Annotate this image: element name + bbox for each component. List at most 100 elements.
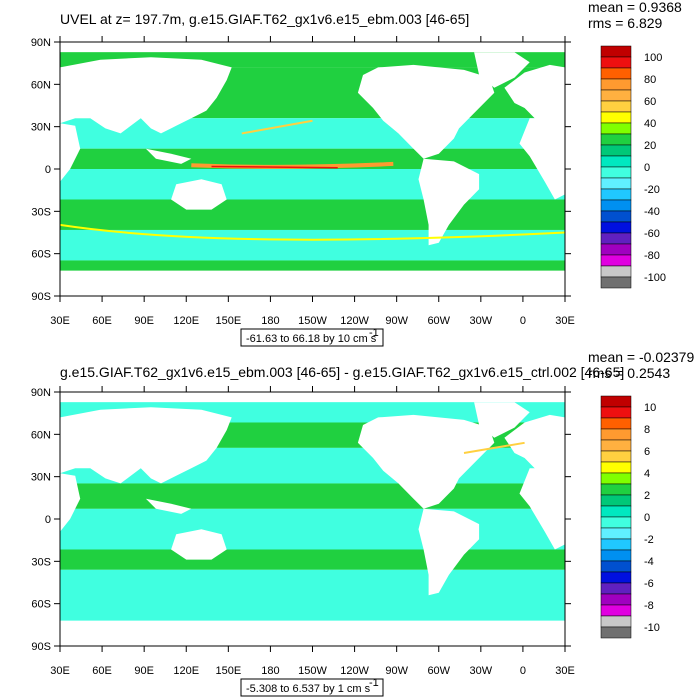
panel-1-title: UVEL at z= 197.7m, g.e15.GIAF.T62_gx1v6.… — [60, 11, 469, 27]
colorbar-swatch — [600, 483, 632, 496]
colorbar-swatch — [600, 571, 632, 584]
colorbar-label: -60 — [644, 228, 660, 240]
colorbar-swatch — [600, 406, 632, 419]
lon-label: 150W — [298, 315, 327, 327]
lon-label: 150E — [215, 315, 241, 327]
colorbar-swatch — [600, 494, 632, 507]
colorbar-label: 4 — [644, 468, 650, 480]
colorbar-label: -10 — [644, 622, 660, 634]
lon-label: 90E — [134, 315, 154, 327]
panel-2-range-sup: -1 — [369, 677, 379, 689]
lon-label: 30W — [470, 315, 493, 327]
landmass-greenland — [474, 402, 530, 438]
lat-label: 90S — [31, 641, 51, 653]
colorbar-swatch — [600, 593, 632, 606]
lon-label: 90W — [385, 665, 408, 677]
colorbar-swatch — [600, 395, 632, 408]
colorbar-swatch — [600, 428, 632, 441]
colorbar-swatch — [600, 232, 632, 245]
landmass-africaE — [519, 468, 565, 550]
colorbar-swatch — [600, 210, 632, 223]
lat-label: 0 — [45, 514, 51, 526]
colorbar-swatch — [600, 439, 632, 452]
colorbar-swatch — [600, 144, 632, 157]
gulf-stream-anomaly — [463, 441, 525, 454]
colorbar-swatch — [600, 615, 632, 628]
lon-label: 30E — [50, 315, 70, 327]
colorbar-swatch — [600, 450, 632, 463]
panel-2-map — [59, 391, 566, 647]
colorbar-swatch — [600, 254, 632, 267]
colorbar-label: 6 — [644, 446, 650, 458]
colorbar-label: -40 — [644, 206, 660, 218]
lat-label: 60N — [31, 429, 51, 441]
lat-label: 30S — [31, 556, 51, 568]
panel-2-current-features — [463, 441, 525, 454]
panel-2: g.e15.GIAF.T62_gx1v6.e15_ebm.003 [46-65]… — [31, 349, 694, 697]
colorbar-swatch — [600, 472, 632, 485]
lon-label: 0 — [520, 315, 526, 327]
colorbar-swatch — [600, 78, 632, 91]
colorbar-label: 100 — [644, 52, 662, 64]
lat-label: 30N — [31, 122, 51, 134]
landmass-southAmerica — [418, 158, 480, 246]
ocean-band — [60, 569, 565, 626]
colorbar-swatch — [600, 56, 632, 69]
ocean-band — [60, 169, 565, 200]
panel-1-current-features — [59, 119, 566, 241]
colorbar-swatch — [600, 265, 632, 278]
panel-2-colorbar: 10 8 6 4 2 0 -2 -4 -6 -8 -10 — [600, 395, 660, 639]
lon-label: 150W — [298, 665, 327, 677]
colorbar-label: 8 — [644, 424, 650, 436]
kuroshio-extension — [241, 119, 313, 135]
colorbar-swatch — [600, 67, 632, 80]
lon-label: 60W — [427, 315, 450, 327]
landmass-eurasia — [504, 64, 565, 129]
lon-label: 120E — [173, 665, 199, 677]
landmass-northAmerica — [357, 414, 495, 509]
lat-label: 30N — [31, 472, 51, 484]
colorbar-swatch — [600, 122, 632, 135]
ocean-band — [60, 483, 565, 509]
panel-2-rms: rms = 0.2543 — [588, 365, 670, 381]
panel-1-range-box: -61.63 to 66.18 by 10 cm s -1 — [240, 327, 384, 347]
colorbar-swatch — [600, 188, 632, 201]
lat-label: 90N — [31, 37, 51, 49]
landmass-indonesia — [145, 498, 192, 514]
ocean-band — [60, 118, 565, 149]
colorbar-label: -6 — [644, 578, 654, 590]
panel-2-continents — [60, 402, 565, 646]
panel-2-range-label: -5.308 to 6.537 by 1 cm s — [246, 683, 371, 695]
colorbar-swatch — [600, 243, 632, 256]
colorbar-swatch — [600, 89, 632, 102]
colorbar-label: 0 — [644, 512, 650, 524]
lat-label: 60S — [31, 249, 51, 261]
colorbar-label: 40 — [644, 118, 656, 130]
panel-1-rms: rms = 6.829 — [588, 15, 663, 31]
panel-1-continents — [60, 52, 565, 296]
colorbar-swatch — [600, 516, 632, 529]
lon-label: 60W — [427, 665, 450, 677]
panel-1-colorbar: 100 80 60 40 20 0 -20 -40 -60 -80 -100 — [600, 45, 666, 289]
colorbar-swatch — [600, 527, 632, 540]
lat-label: 90N — [31, 387, 51, 399]
colorbar-label: 60 — [644, 96, 656, 108]
panel-1-map — [59, 41, 566, 297]
lon-label: 30W — [470, 665, 493, 677]
colorbar-label: 80 — [644, 74, 656, 86]
colorbar-swatch — [600, 461, 632, 474]
lon-label: 0 — [520, 665, 526, 677]
lon-label: 120W — [340, 665, 369, 677]
lon-label: 120W — [340, 315, 369, 327]
landmass-africaE — [519, 118, 565, 200]
panel-1-range-sup: -1 — [369, 327, 379, 339]
panel-2-mean: mean = -0.02379 — [588, 349, 694, 365]
antarctic-circumpolar-current — [59, 223, 566, 241]
colorbar-label: 2 — [644, 490, 650, 502]
colorbar-swatch — [600, 626, 632, 639]
landmass-southAmerica — [418, 508, 480, 596]
lon-label: 180 — [261, 665, 279, 677]
lat-label: 90S — [31, 291, 51, 303]
colorbar-swatch — [600, 100, 632, 113]
lat-label: 0 — [45, 164, 51, 176]
